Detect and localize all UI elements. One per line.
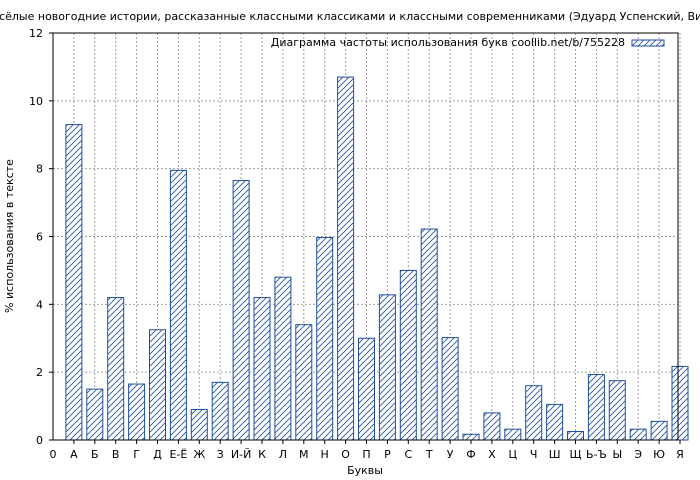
- bar-3: [107, 297, 125, 441]
- x-tick-label: У: [447, 448, 454, 461]
- bar-11: [274, 276, 292, 441]
- x-tick-label: Ч: [530, 448, 538, 461]
- bar-8: [211, 381, 229, 441]
- x-tick-label: Г: [133, 448, 140, 461]
- y-tick-label: 8: [36, 163, 43, 176]
- y-tick-label: 4: [36, 298, 43, 311]
- bar-7: [190, 408, 208, 441]
- bar-6: [169, 169, 187, 441]
- bar-27: [608, 380, 626, 441]
- x-tick-label: К: [258, 448, 266, 461]
- bar-5: [149, 329, 166, 441]
- y-tick-label: 0: [36, 434, 43, 447]
- x-tick-label: Ж: [193, 448, 205, 461]
- bar-1: [65, 124, 83, 441]
- legend-label: Диаграмма частоты использования букв coo…: [271, 36, 625, 49]
- x-tick-label: Ю: [653, 448, 665, 461]
- bar-14: [337, 76, 355, 441]
- x-tick-label: Н: [321, 448, 329, 461]
- x-tick-label: Д: [153, 448, 162, 461]
- bar-15: [358, 337, 375, 441]
- bar-16: [378, 294, 396, 441]
- y-tick-label: 10: [29, 95, 43, 108]
- bars: [65, 76, 689, 441]
- bar-19: [441, 337, 459, 441]
- bar-9: [232, 180, 250, 441]
- bar-25: [567, 431, 584, 441]
- legend-swatch: [631, 39, 665, 47]
- x-tick-label: Х: [488, 448, 496, 461]
- bar-24: [546, 403, 564, 441]
- x-tick-label: П: [362, 448, 370, 461]
- bar-28: [629, 428, 647, 441]
- bar-4: [128, 383, 146, 441]
- x-tick-label: Ф: [466, 448, 475, 461]
- bar-21: [483, 412, 501, 441]
- x-axis-label: Буквы: [347, 464, 383, 477]
- x-tick-label: Ш: [549, 448, 561, 461]
- x-tick-label: Ь-Ъ: [586, 448, 607, 461]
- y-tick-label: 2: [36, 366, 43, 379]
- chart-title: Весёлые новогодние истории, рассказанные…: [0, 10, 700, 23]
- x-tick-label: О: [341, 448, 350, 461]
- y-tick-label: 6: [36, 231, 43, 244]
- x-tick-label: А: [70, 448, 78, 461]
- bar-10: [253, 297, 271, 441]
- x-tick-label: С: [404, 448, 412, 461]
- grid: [53, 33, 681, 440]
- bar-20: [462, 433, 480, 441]
- x-tick-label: Ц: [509, 448, 518, 461]
- x-tick-label: Е-Ё: [169, 448, 187, 461]
- bar-23: [525, 385, 543, 441]
- y-tick-label: 12: [29, 27, 43, 40]
- bar-13: [316, 237, 334, 441]
- x-tick-label: И-Й: [231, 448, 251, 461]
- x-tick-label: Щ: [569, 448, 581, 461]
- x-origin-label: 0: [50, 448, 57, 461]
- y-axis-label: % использования в тексте: [3, 159, 16, 313]
- x-tick-label: Я: [676, 448, 684, 461]
- x-tick-label: В: [112, 448, 120, 461]
- bar-2: [86, 388, 104, 441]
- x-tick-label: Р: [384, 448, 391, 461]
- bar-29: [650, 420, 668, 441]
- x-tick-label: М: [299, 448, 309, 461]
- x-tick-label: З: [217, 448, 224, 461]
- x-tick-label: Э: [634, 448, 642, 461]
- bar-17: [399, 269, 417, 441]
- bar-12: [295, 324, 313, 441]
- x-tick-label: Б: [91, 448, 99, 461]
- bar-30: [671, 365, 689, 441]
- bar-22: [504, 428, 522, 441]
- bar-26: [587, 374, 605, 441]
- x-tick-label: Л: [279, 448, 287, 461]
- x-tick-label: Ы: [612, 448, 622, 461]
- x-tick-label: Т: [425, 448, 433, 461]
- legend: Диаграмма частоты использования букв coo…: [271, 36, 665, 49]
- bar-18: [420, 228, 438, 441]
